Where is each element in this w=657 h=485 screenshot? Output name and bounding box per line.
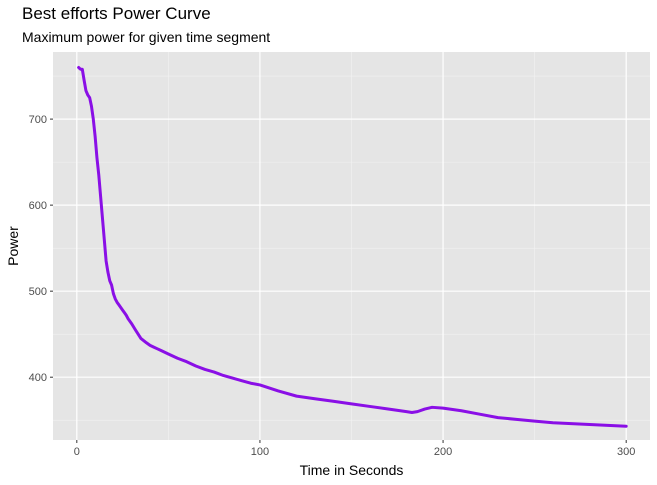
y-axis-title: Power (5, 226, 21, 266)
x-tick-label: 100 (251, 446, 269, 458)
y-tick-label: 500 (29, 286, 47, 298)
series-layer (77, 65, 628, 428)
y-axis: 400 500 600 700 (29, 114, 53, 384)
chart-title: Best efforts Power Curve (22, 4, 211, 23)
x-axis-title: Time in Seconds (300, 462, 404, 478)
minor-gridlines (53, 52, 650, 440)
x-tick-label: 200 (434, 446, 452, 458)
y-tick-label: 600 (29, 200, 47, 212)
power-series-line (77, 65, 628, 428)
y-tick-label: 400 (29, 372, 47, 384)
x-axis: 0 100 200 300 (74, 440, 635, 458)
y-tick-label: 700 (29, 114, 47, 126)
chart-subtitle: Maximum power for given time segment (22, 29, 271, 45)
major-gridlines (53, 52, 650, 440)
x-tick-label: 0 (74, 446, 80, 458)
x-tick-label: 300 (617, 446, 635, 458)
